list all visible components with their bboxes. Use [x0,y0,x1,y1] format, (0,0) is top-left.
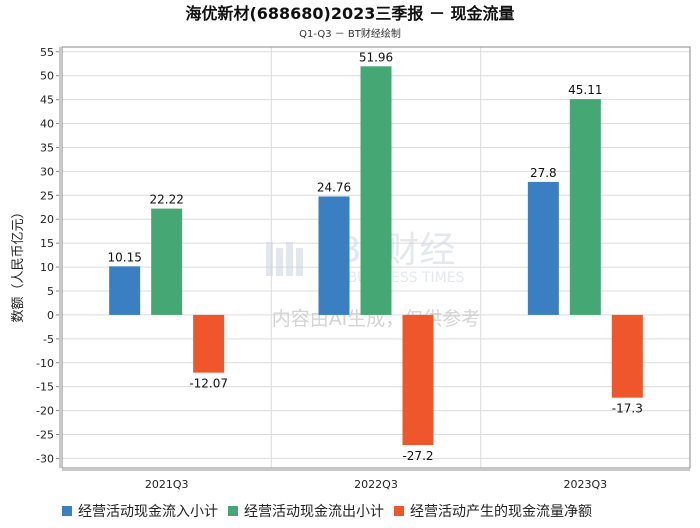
y-tick-label: 50 [40,70,54,83]
bar [360,66,392,315]
x-axis-band [62,468,690,471]
bar-value-label: -17.3 [612,402,643,416]
y-tick-label: 15 [40,237,54,250]
bar-value-label: 22.22 [149,193,183,207]
y-axis-label: 数额（人民币亿元） [11,205,26,322]
x-tick-label: 2021Q3 [145,478,189,491]
legend: 经营活动现金流入小计 经营活动现金流出小计 经营活动产生的现金流量净额 [62,500,592,522]
y-tick-label: 0 [47,309,54,322]
y-tick-label: -20 [36,405,54,418]
y-tick-label: 20 [40,213,54,226]
y-tick-label: 35 [40,141,54,154]
chart-subtitle: Q1-Q3 － BT财经绘制 [299,27,401,40]
bar [193,314,225,373]
bar [402,314,434,446]
legend-item: 经营活动现金流入小计 [62,501,218,521]
bar [109,266,141,315]
watermark-logo-bar [286,242,293,276]
bar-value-label: 10.15 [107,250,141,264]
watermark-logo-bar [266,242,273,276]
bar [611,314,643,398]
legend-swatch [228,506,238,516]
bar [527,181,559,315]
legend-swatch [394,506,404,516]
y-tick-label: -5 [43,333,54,346]
y-tick-label: 40 [40,118,54,131]
bars: 10.15 24.76 27.8 22.22 51.96 45.11 -12.07 -27.2… [107,50,642,463]
legend-label: 经营活动现金流出小计 [244,504,384,520]
y-tick-label: 10 [40,261,54,274]
legend-swatch [62,506,72,516]
x-tick-label: 2022Q3 [354,478,398,491]
y-tick-label: 45 [40,94,54,107]
y-tick-label: -15 [36,381,54,394]
legend-item: 经营活动产生的现金流量净额 [394,501,592,521]
bar [151,208,183,315]
bar [569,99,601,315]
y-tick-label: -30 [36,452,54,465]
legend-label: 经营活动现金流入小计 [78,504,218,520]
y-tick-label: 5 [47,285,54,298]
y-tick-label: 30 [40,165,54,178]
bar-value-label: -12.07 [189,377,228,391]
bar-value-label: 27.8 [530,166,557,180]
watermark-logo-bar [276,248,283,276]
legend-label: 经营活动产生的现金流量净额 [410,504,592,520]
bar-value-label: 45.11 [568,83,602,97]
y-axis-band [59,47,62,468]
watermark-brand: BT财经 [337,230,456,271]
chart-title: 海优新材(688680)2023三季报 － 现金流量 [185,4,514,23]
y-tick-label: 55 [40,46,54,59]
y-tick-label: -25 [36,429,54,442]
bar-value-label: -27.2 [402,449,433,463]
watermark-logo-bar [296,248,303,276]
y-tick-label: 25 [40,189,54,202]
axes: -30 -25 -20 -15 -10 -5 0 5 10 15 20 25 30 35 40 45 50 55 2… [36,46,691,491]
x-tick-label: 2023Q3 [564,478,608,491]
y-tick-label: -10 [36,357,54,370]
bar-value-label: 51.96 [359,50,393,64]
legend-item: 经营活动现金流出小计 [228,501,384,521]
bar-value-label: 24.76 [317,180,351,194]
bar [318,196,350,315]
